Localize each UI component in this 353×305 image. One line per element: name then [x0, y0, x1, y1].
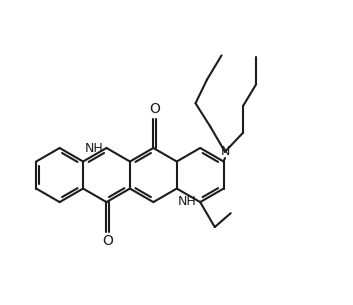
Text: NH: NH	[178, 195, 197, 208]
Text: NH: NH	[84, 142, 103, 155]
Text: O: O	[149, 102, 160, 117]
Text: O: O	[102, 234, 113, 248]
Text: N: N	[220, 145, 230, 158]
